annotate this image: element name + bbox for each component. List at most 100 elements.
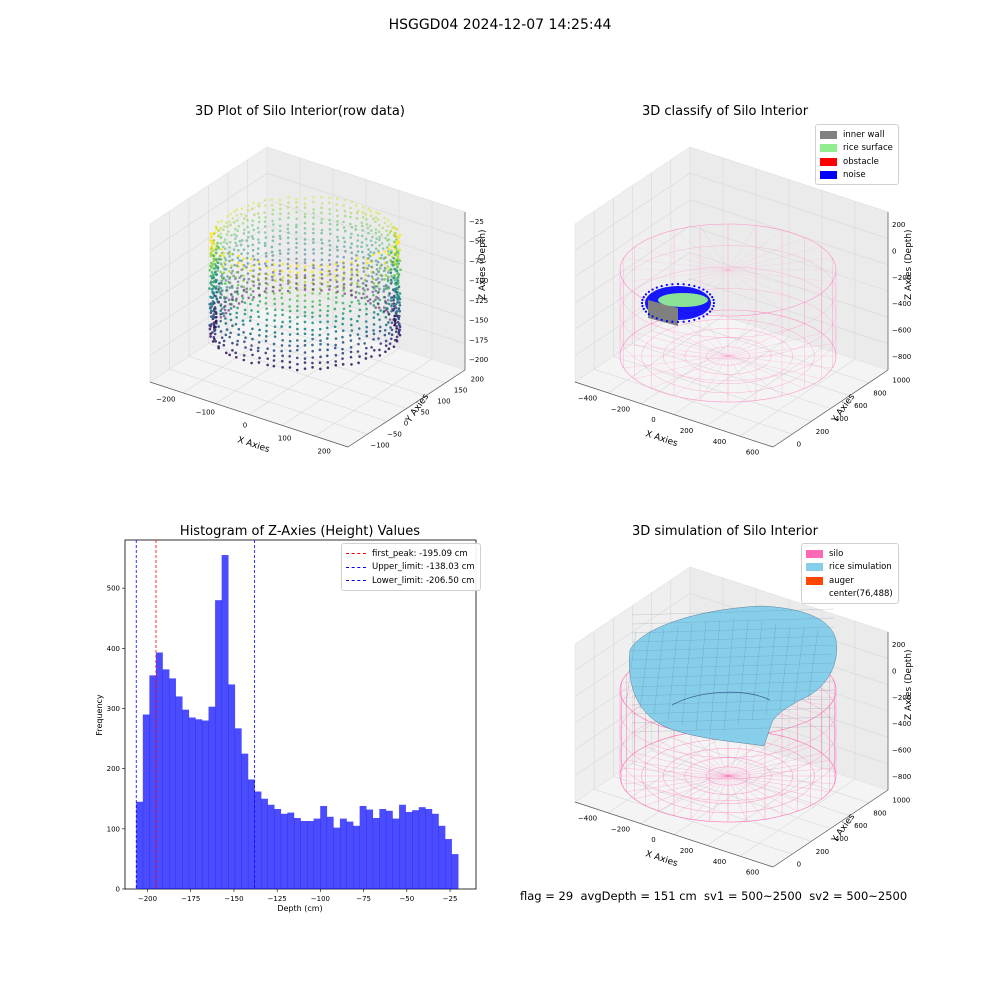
histogram-bar [431, 813, 439, 889]
y-tick-label: 400 [835, 835, 848, 843]
point [252, 284, 255, 287]
point [349, 346, 353, 349]
point [256, 310, 260, 314]
point [272, 342, 276, 346]
point [211, 290, 214, 294]
point [273, 302, 276, 306]
silo-floor-spoke [727, 767, 835, 777]
point [396, 257, 400, 260]
point [226, 214, 229, 218]
point [378, 348, 381, 352]
point [257, 278, 260, 282]
legend-item-obstacle: obstacle [820, 155, 893, 169]
point [326, 284, 330, 288]
point [288, 320, 292, 323]
point [393, 317, 396, 321]
legend-swatch [820, 130, 837, 139]
point [256, 238, 260, 241]
point [325, 354, 329, 358]
point [258, 356, 261, 360]
point [220, 251, 224, 255]
point [358, 308, 362, 312]
point [303, 221, 307, 225]
point [364, 302, 368, 306]
point [250, 264, 253, 268]
point [231, 341, 234, 345]
point [395, 324, 398, 328]
point [249, 287, 252, 291]
histogram-bar [405, 811, 413, 889]
point [375, 211, 378, 215]
point [392, 256, 395, 260]
point [273, 297, 276, 301]
point [250, 234, 254, 238]
silo-floor-spoke [673, 316, 729, 357]
point [244, 214, 248, 218]
point [366, 299, 370, 303]
point [311, 305, 314, 308]
point [384, 283, 388, 287]
point [356, 319, 359, 323]
point [209, 325, 212, 328]
point [318, 292, 322, 295]
y-tick-label: 600 [854, 822, 867, 830]
histogram-bar [169, 678, 176, 889]
point [394, 231, 397, 235]
legend-item-auger: auger [806, 574, 893, 588]
point [217, 257, 221, 261]
point [367, 274, 370, 278]
point [392, 298, 396, 302]
point [326, 337, 329, 340]
point [311, 321, 314, 325]
noise-point [688, 319, 691, 323]
y-tick-label: 200 [107, 765, 120, 773]
point [273, 331, 277, 334]
point [389, 271, 393, 275]
point [219, 232, 222, 236]
point [341, 335, 344, 339]
silo-roof-spoke [727, 269, 757, 315]
point [392, 296, 395, 299]
point [378, 266, 382, 270]
histogram-bar [208, 706, 216, 889]
point [251, 219, 254, 223]
point [219, 296, 222, 299]
point [295, 237, 298, 241]
point [252, 269, 255, 272]
point [295, 282, 298, 285]
point [223, 238, 227, 241]
noise-point [660, 284, 663, 288]
surface-contour [671, 691, 771, 706]
point [258, 283, 261, 286]
point [242, 354, 246, 357]
point [263, 231, 267, 234]
point [234, 322, 238, 326]
point [303, 288, 307, 291]
point [395, 238, 398, 241]
noise-point [671, 320, 674, 323]
point [238, 276, 241, 279]
point [342, 236, 345, 240]
point [264, 296, 268, 300]
point [240, 207, 244, 211]
point [368, 224, 372, 228]
point [320, 196, 323, 199]
point [350, 363, 353, 366]
point [386, 233, 389, 237]
point [326, 292, 330, 296]
x-tick-label: 400 [713, 858, 726, 866]
point [312, 264, 315, 267]
point [271, 271, 275, 274]
point [326, 304, 330, 308]
point [393, 247, 397, 251]
point [229, 252, 232, 256]
point [372, 271, 375, 274]
point [356, 239, 360, 242]
point [288, 270, 292, 274]
point [212, 249, 215, 252]
z-tick-label: −600 [892, 327, 911, 335]
point [396, 298, 399, 301]
panel4-xlabel: X Axies [644, 849, 679, 869]
point [270, 197, 274, 201]
point [356, 333, 360, 336]
